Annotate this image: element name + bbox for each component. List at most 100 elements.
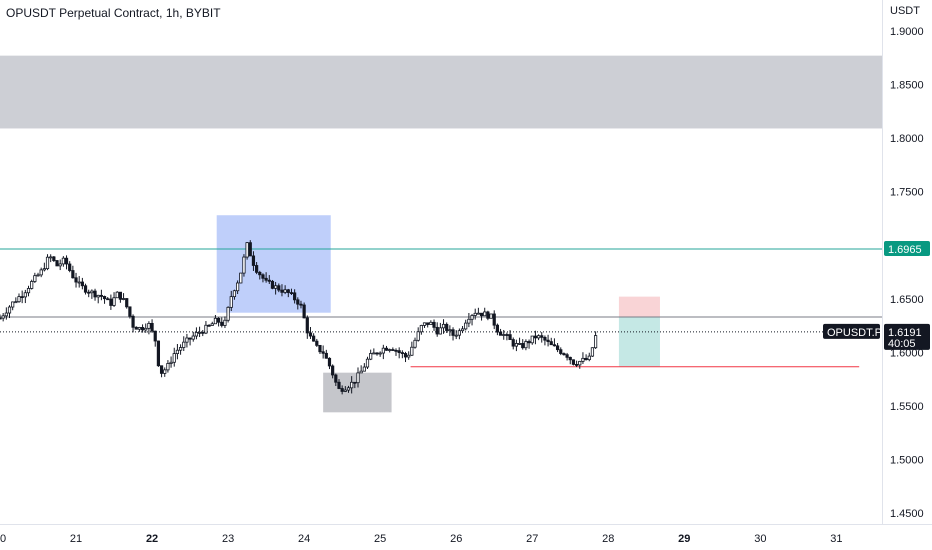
candle-body-99 xyxy=(312,335,316,342)
candle-body-147 xyxy=(464,322,468,330)
candle-body-129 xyxy=(407,354,411,358)
blue-box xyxy=(216,215,331,313)
x-tick-label-11: 31 xyxy=(830,533,842,545)
candle-body-6 xyxy=(17,296,21,303)
symbol-tag-bg xyxy=(823,323,880,339)
candle-body-126 xyxy=(397,350,401,353)
chart-title: OPUSDT Perpetual Contract, 1h, BYBIT xyxy=(6,6,221,20)
x-tick-label-2: 22 xyxy=(146,533,158,545)
candle-body-149 xyxy=(470,315,474,320)
candle-body-12 xyxy=(36,274,40,277)
candle-body-19 xyxy=(58,263,62,267)
candle-body-39 xyxy=(121,298,126,300)
candle-body-52 xyxy=(163,369,167,374)
candle-body-120 xyxy=(378,352,382,355)
candle-body-86 xyxy=(270,280,275,289)
candle-body-91 xyxy=(286,289,290,293)
candle-body-89 xyxy=(280,289,284,293)
candle-body-166 xyxy=(524,341,528,349)
candle-body-88 xyxy=(277,285,281,291)
candle-body-145 xyxy=(457,330,461,336)
resistance-zone xyxy=(0,55,882,129)
candle-body-140 xyxy=(441,323,446,329)
candle-body-85 xyxy=(267,279,271,282)
candle-body-93 xyxy=(293,292,297,301)
candle-body-157 xyxy=(495,324,499,333)
candle-body-36 xyxy=(112,297,116,306)
candle-body-33 xyxy=(102,296,107,300)
candle-body-54 xyxy=(169,361,173,364)
lines-layer xyxy=(0,248,882,368)
y-tick-label-1: 1.8500 xyxy=(890,80,924,92)
candle-body-96 xyxy=(302,304,306,319)
candle-body-48 xyxy=(150,322,154,332)
candle-body-4 xyxy=(11,301,15,308)
candle-body-119 xyxy=(375,352,379,355)
candle-body-118 xyxy=(372,352,376,355)
candle-body-62 xyxy=(194,331,199,337)
candle-body-94 xyxy=(296,299,300,305)
candle-body-138 xyxy=(435,326,439,335)
candle-body-105 xyxy=(331,365,335,376)
candle-body-174 xyxy=(549,341,553,346)
candle-body-97 xyxy=(305,317,309,334)
candle-body-102 xyxy=(321,351,325,354)
candle-body-92 xyxy=(289,292,294,294)
candle-body-182 xyxy=(574,364,579,366)
candle-body-22 xyxy=(68,263,72,271)
candle-body-68 xyxy=(213,317,218,325)
candle-body-134 xyxy=(422,322,427,326)
y-tick-label-3: 1.7500 xyxy=(890,187,924,199)
candle-body-27 xyxy=(83,285,88,293)
candle-body-155 xyxy=(489,313,493,319)
candle-body-107 xyxy=(337,381,341,389)
candle-body-124 xyxy=(391,349,395,351)
candle-body-100 xyxy=(315,340,319,346)
candle-body-47 xyxy=(147,322,151,329)
candle-body-175 xyxy=(552,344,557,347)
candle-body-163 xyxy=(514,343,519,347)
candle-body-104 xyxy=(327,357,332,367)
candle-body-187 xyxy=(590,347,595,357)
candle-body-5 xyxy=(14,301,18,304)
candle-body-13 xyxy=(39,269,43,276)
candle-body-80 xyxy=(251,255,256,266)
y-tick-label-7: 1.5500 xyxy=(890,401,924,413)
y-tick-label-5: 1.6500 xyxy=(890,294,924,306)
teal-price-tag-bg xyxy=(884,240,930,256)
candle-body-151 xyxy=(476,312,480,315)
candle-body-161 xyxy=(508,334,512,340)
candle-body-53 xyxy=(166,363,170,371)
candle-body-66 xyxy=(207,324,211,327)
price-axis-bg xyxy=(882,0,932,550)
candle-body-46 xyxy=(144,327,148,331)
candle-body-168 xyxy=(530,335,534,344)
candle-body-74 xyxy=(232,290,237,298)
candle-body-179 xyxy=(565,354,569,358)
candle-body-45 xyxy=(140,327,145,331)
candle-body-32 xyxy=(99,294,103,297)
candle-body-78 xyxy=(245,242,249,258)
candle-body-114 xyxy=(359,370,363,374)
candle-body-142 xyxy=(448,329,452,332)
x-tick-label-9: 29 xyxy=(678,533,690,545)
candle-body-10 xyxy=(30,281,34,289)
candle-body-72 xyxy=(226,306,230,321)
candle-body-144 xyxy=(454,334,458,337)
candle-body-117 xyxy=(369,353,373,360)
candle-body-178 xyxy=(562,353,566,356)
candle-body-115 xyxy=(362,366,366,372)
candle-body-122 xyxy=(384,347,389,351)
candle-body-150 xyxy=(473,312,477,316)
candle-body-55 xyxy=(172,353,176,363)
candle-body-3 xyxy=(7,306,12,314)
candle-body-90 xyxy=(283,289,287,293)
candle-body-162 xyxy=(511,339,515,347)
candle-body-125 xyxy=(394,349,398,352)
candle-body-127 xyxy=(400,352,404,354)
candle-body-143 xyxy=(451,329,455,336)
candle-body-185 xyxy=(584,357,588,361)
